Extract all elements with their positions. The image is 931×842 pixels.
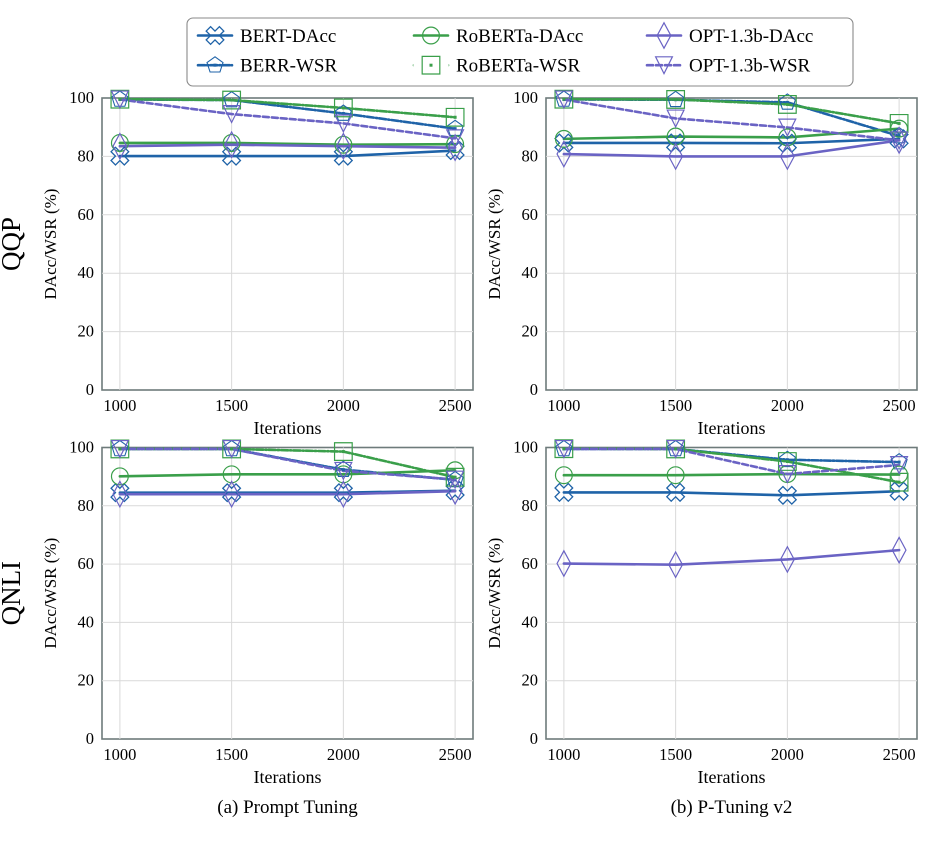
svg-text:DAcc/WSR (%): DAcc/WSR (%) xyxy=(485,538,504,649)
svg-text:0: 0 xyxy=(530,380,538,399)
svg-text:2000: 2000 xyxy=(771,745,804,764)
svg-text:100: 100 xyxy=(513,88,538,107)
svg-text:20: 20 xyxy=(522,671,539,690)
svg-text:DAcc/WSR (%): DAcc/WSR (%) xyxy=(41,189,60,300)
svg-text:100: 100 xyxy=(69,438,94,457)
svg-text:1500: 1500 xyxy=(215,396,248,415)
svg-text:0: 0 xyxy=(86,729,94,748)
svg-text:80: 80 xyxy=(522,496,539,515)
svg-text:Iterations: Iterations xyxy=(254,418,322,438)
svg-text:RoBERTa-DAcc: RoBERTa-DAcc xyxy=(456,26,583,47)
svg-text:OPT-1.3b-WSR: OPT-1.3b-WSR xyxy=(689,56,811,77)
svg-text:1000: 1000 xyxy=(547,745,580,764)
svg-text:Iterations: Iterations xyxy=(254,767,322,787)
svg-text:80: 80 xyxy=(522,146,539,165)
svg-text:40: 40 xyxy=(78,612,95,631)
svg-text:1000: 1000 xyxy=(547,396,580,415)
svg-text:1500: 1500 xyxy=(215,745,248,764)
svg-text:20: 20 xyxy=(78,671,95,690)
svg-text:0: 0 xyxy=(530,729,538,748)
svg-text:DAcc/WSR (%): DAcc/WSR (%) xyxy=(41,538,60,649)
svg-text:2500: 2500 xyxy=(883,396,916,415)
svg-text:60: 60 xyxy=(522,205,539,224)
svg-text:1500: 1500 xyxy=(659,396,692,415)
svg-text:2000: 2000 xyxy=(327,396,360,415)
svg-text:20: 20 xyxy=(522,322,539,341)
svg-text:20: 20 xyxy=(78,322,95,341)
svg-text:QQP: QQP xyxy=(0,217,26,271)
svg-text:BERT-DAcc: BERT-DAcc xyxy=(240,26,336,47)
svg-text:1000: 1000 xyxy=(103,745,136,764)
svg-text:RoBERTa-WSR: RoBERTa-WSR xyxy=(456,56,581,77)
svg-text:60: 60 xyxy=(78,205,95,224)
svg-text:Iterations: Iterations xyxy=(698,418,766,438)
svg-text:(a) Prompt Tuning: (a) Prompt Tuning xyxy=(217,797,358,818)
svg-text:Iterations: Iterations xyxy=(698,767,766,787)
svg-text:BERR-WSR: BERR-WSR xyxy=(240,56,337,77)
svg-text:40: 40 xyxy=(522,612,539,631)
svg-text:80: 80 xyxy=(78,146,95,165)
svg-text:60: 60 xyxy=(522,554,539,573)
svg-text:0: 0 xyxy=(86,380,94,399)
svg-text:100: 100 xyxy=(513,438,538,457)
svg-text:2000: 2000 xyxy=(771,396,804,415)
svg-text:OPT-1.3b-DAcc: OPT-1.3b-DAcc xyxy=(689,26,813,47)
svg-text:40: 40 xyxy=(78,263,95,282)
svg-text:1000: 1000 xyxy=(103,396,136,415)
svg-text:1500: 1500 xyxy=(659,745,692,764)
svg-text:60: 60 xyxy=(78,554,95,573)
svg-text:40: 40 xyxy=(522,263,539,282)
svg-text:2000: 2000 xyxy=(327,745,360,764)
svg-text:QNLI: QNLI xyxy=(0,561,26,625)
svg-text:2500: 2500 xyxy=(439,745,472,764)
svg-text:80: 80 xyxy=(78,496,95,515)
svg-text:DAcc/WSR (%): DAcc/WSR (%) xyxy=(485,189,504,300)
svg-text:100: 100 xyxy=(69,88,94,107)
svg-text:2500: 2500 xyxy=(883,745,916,764)
svg-text:2500: 2500 xyxy=(439,396,472,415)
svg-text:(b) P-Tuning v2: (b) P-Tuning v2 xyxy=(671,797,793,818)
